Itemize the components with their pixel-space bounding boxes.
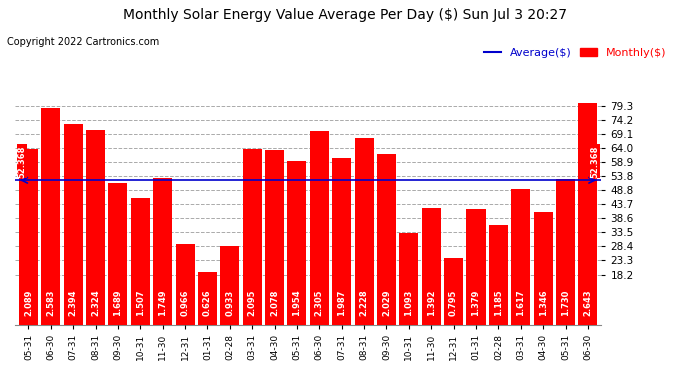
Bar xyxy=(243,149,262,325)
Text: 2.089: 2.089 xyxy=(24,290,33,316)
Text: 52.368: 52.368 xyxy=(17,145,26,177)
Bar xyxy=(511,189,531,325)
Text: 2.029: 2.029 xyxy=(382,290,391,316)
Text: 2.583: 2.583 xyxy=(46,290,55,316)
Bar xyxy=(41,108,60,325)
Text: Copyright 2022 Cartronics.com: Copyright 2022 Cartronics.com xyxy=(7,37,159,47)
Bar xyxy=(265,150,284,325)
Text: 52.368: 52.368 xyxy=(590,145,599,177)
Text: 2.324: 2.324 xyxy=(91,290,100,316)
Bar xyxy=(355,138,373,325)
Text: 1.185: 1.185 xyxy=(494,290,503,316)
Text: 1.507: 1.507 xyxy=(136,290,145,316)
Bar xyxy=(86,129,105,325)
Text: 1.987: 1.987 xyxy=(337,290,346,316)
Bar xyxy=(332,158,351,325)
Bar xyxy=(489,225,508,325)
Text: 2.078: 2.078 xyxy=(270,290,279,316)
Legend: Average($), Monthly($): Average($), Monthly($) xyxy=(480,43,671,62)
Text: 1.954: 1.954 xyxy=(293,290,302,316)
Bar xyxy=(400,233,418,325)
Bar xyxy=(153,178,172,325)
Text: 1.617: 1.617 xyxy=(516,290,525,316)
Bar xyxy=(19,149,38,325)
Text: 1.379: 1.379 xyxy=(471,290,480,316)
Bar xyxy=(578,103,598,325)
Bar xyxy=(288,160,306,325)
Bar xyxy=(131,198,150,325)
Text: 2.643: 2.643 xyxy=(583,290,593,316)
Bar xyxy=(422,208,441,325)
Text: 1.093: 1.093 xyxy=(404,290,413,316)
Bar xyxy=(198,272,217,325)
Bar xyxy=(63,124,83,325)
Bar xyxy=(220,246,239,325)
Bar xyxy=(310,131,329,325)
Text: 0.933: 0.933 xyxy=(226,290,235,316)
Text: 2.095: 2.095 xyxy=(248,290,257,316)
Text: 0.795: 0.795 xyxy=(449,290,458,316)
Text: 1.730: 1.730 xyxy=(561,290,570,316)
Bar xyxy=(377,154,396,325)
Bar xyxy=(466,209,486,325)
Bar xyxy=(533,211,553,325)
Bar xyxy=(175,244,195,325)
Text: 2.228: 2.228 xyxy=(359,290,368,316)
Bar xyxy=(556,179,575,325)
Text: 0.966: 0.966 xyxy=(181,290,190,316)
Text: 2.394: 2.394 xyxy=(69,290,78,316)
Text: 0.626: 0.626 xyxy=(203,290,212,316)
Bar xyxy=(108,183,128,325)
Text: 2.305: 2.305 xyxy=(315,290,324,316)
Text: Monthly Solar Energy Value Average Per Day ($) Sun Jul 3 20:27: Monthly Solar Energy Value Average Per D… xyxy=(123,8,567,21)
Text: 1.689: 1.689 xyxy=(113,290,122,316)
Text: 1.392: 1.392 xyxy=(426,290,436,316)
Bar xyxy=(444,258,463,325)
Text: 1.346: 1.346 xyxy=(539,290,548,316)
Text: 1.749: 1.749 xyxy=(158,290,167,316)
